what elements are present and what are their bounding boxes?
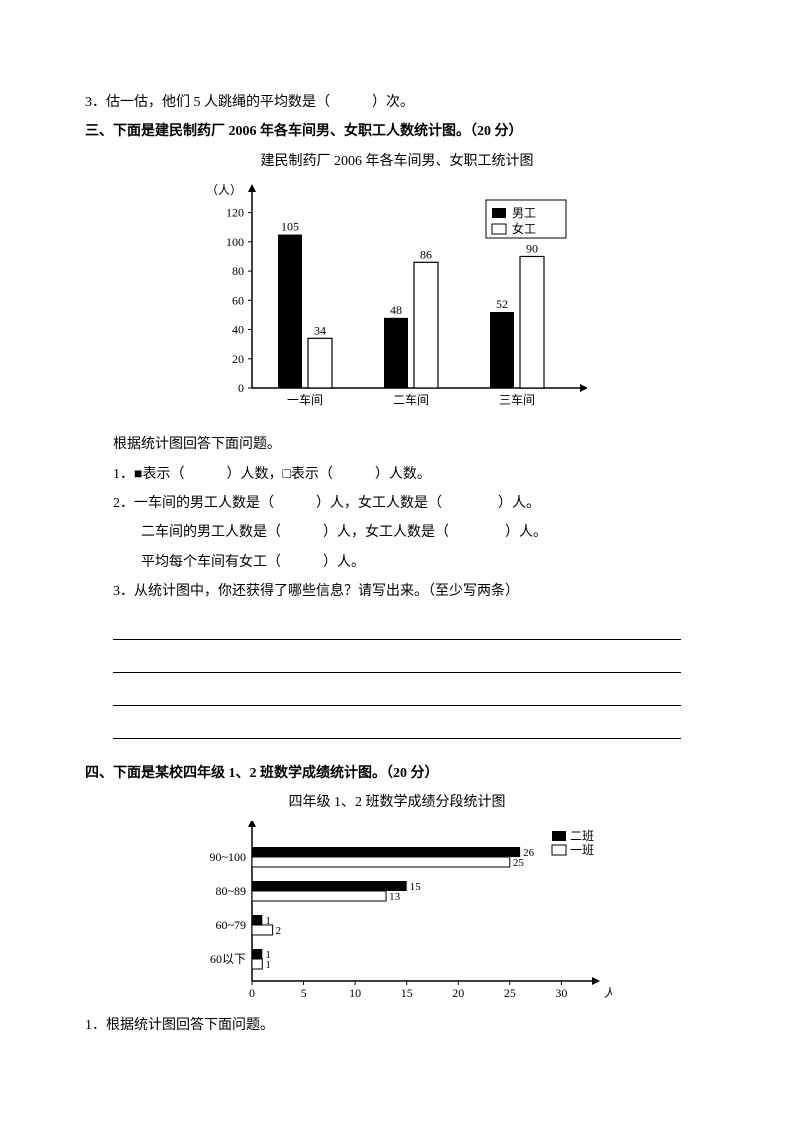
svg-text:86: 86 [420,247,432,261]
svg-text:20: 20 [232,352,244,366]
section4-q1: 1．根据统计图回答下面问题。 [85,1011,709,1040]
section4-chart: 051015202530人262590~100151380~891260~791… [85,821,709,1001]
svg-text:1: 1 [265,959,271,971]
svg-text:15: 15 [401,986,413,1000]
section4-heading: 四、下面是某校四年级 1、2 班数学成绩统计图。（20 分） [85,759,709,788]
svg-text:10: 10 [349,986,361,1000]
section3-after: 根据统计图回答下面问题。 [85,430,709,459]
pre-question-3: 3．估一估，他们 5 人跳绳的平均数是（ ）次。 [85,88,709,117]
section3-heading: 三、下面是建民制药厂 2006 年各车间男、女职工人数统计图。（20 分） [85,117,709,146]
svg-text:48: 48 [390,303,402,317]
svg-text:二车间: 二车间 [393,392,429,407]
svg-text:15: 15 [410,881,422,893]
svg-text:男工: 男工 [512,206,536,220]
svg-text:二班: 二班 [570,829,594,843]
svg-text:20: 20 [452,986,464,1000]
svg-text:13: 13 [389,891,401,903]
svg-text:52: 52 [496,297,508,311]
writing-line [113,644,681,673]
svg-text:90~100: 90~100 [210,850,247,864]
svg-text:25: 25 [504,986,516,1000]
writing-line [113,677,681,706]
section3-q2a: 2．一车间的男工人数是（ ）人，女工人数是（ ）人。 [85,489,709,518]
section3-q3: 3．从统计图中，你还获得了哪些信息？请写出来。（至少写两条） [85,577,709,606]
writing-line [113,611,681,640]
svg-text:25: 25 [513,857,525,869]
svg-text:90: 90 [526,242,538,256]
svg-text:80: 80 [232,264,244,278]
svg-text:三车间: 三车间 [499,392,535,407]
svg-text:5: 5 [301,986,307,1000]
svg-text:60~79: 60~79 [216,918,247,932]
svg-text:30: 30 [555,986,567,1000]
svg-text:40: 40 [232,323,244,337]
svg-text:0: 0 [249,986,255,1000]
section4-chart-title: 四年级 1、2 班数学成绩分段统计图 [85,788,709,817]
svg-text:26: 26 [523,847,535,859]
svg-text:105: 105 [281,220,299,234]
svg-text:一车间: 一车间 [287,392,323,407]
svg-text:（人）: （人） [207,183,242,197]
svg-text:120: 120 [226,206,244,220]
svg-text:100: 100 [226,235,244,249]
svg-text:0: 0 [238,381,244,395]
section3-chart: （人） 0 20 40 60 80 100 120 105 34 一车间 48 86 二车间 52 90 三车间… [85,180,709,420]
svg-text:60以下: 60以下 [210,952,246,966]
page: 3．估一估，他们 5 人跳绳的平均数是（ ）次。 三、下面是建民制药厂 2006… [0,0,794,1081]
svg-text:34: 34 [314,323,326,337]
svg-text:一班: 一班 [570,843,594,857]
section3-q1: 1．■表示（ ）人数，□表示（ ）人数。 [85,460,709,489]
section3-q2c: 平均每个车间有女工（ ）人。 [85,548,709,577]
section3-chart-title: 建民制药厂 2006 年各车间男、女职工统计图 [85,147,709,176]
svg-text:80~89: 80~89 [216,884,247,898]
writing-line [113,710,681,739]
svg-text:人: 人 [604,986,612,1000]
svg-text:60: 60 [232,293,244,307]
section3-q2b: 二车间的男工人数是（ ）人，女工人数是（ ）人。 [85,518,709,547]
svg-text:2: 2 [276,925,282,937]
svg-text:女工: 女工 [512,221,536,236]
